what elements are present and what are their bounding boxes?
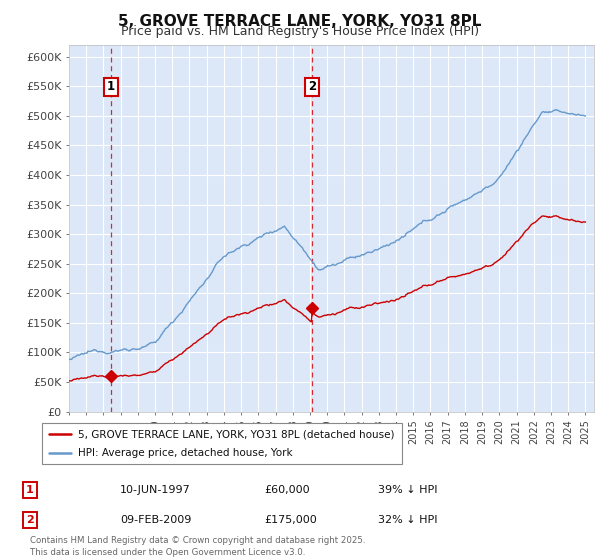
Text: 32% ↓ HPI: 32% ↓ HPI (378, 515, 437, 525)
FancyBboxPatch shape (42, 423, 402, 464)
Text: 5, GROVE TERRACE LANE, YORK, YO31 8PL: 5, GROVE TERRACE LANE, YORK, YO31 8PL (118, 14, 482, 29)
Text: 39% ↓ HPI: 39% ↓ HPI (378, 485, 437, 495)
Text: £60,000: £60,000 (264, 485, 310, 495)
Text: Price paid vs. HM Land Registry's House Price Index (HPI): Price paid vs. HM Land Registry's House … (121, 25, 479, 38)
Text: Contains HM Land Registry data © Crown copyright and database right 2025.
This d: Contains HM Land Registry data © Crown c… (30, 536, 365, 557)
Text: 2: 2 (308, 81, 316, 94)
Text: 5, GROVE TERRACE LANE, YORK, YO31 8PL (detached house): 5, GROVE TERRACE LANE, YORK, YO31 8PL (d… (78, 430, 395, 439)
Text: £175,000: £175,000 (264, 515, 317, 525)
Text: 2: 2 (26, 515, 34, 525)
Text: 09-FEB-2009: 09-FEB-2009 (120, 515, 191, 525)
Text: 1: 1 (107, 81, 115, 94)
Text: 1: 1 (26, 485, 34, 495)
Text: HPI: Average price, detached house, York: HPI: Average price, detached house, York (78, 448, 293, 458)
Text: 10-JUN-1997: 10-JUN-1997 (120, 485, 191, 495)
